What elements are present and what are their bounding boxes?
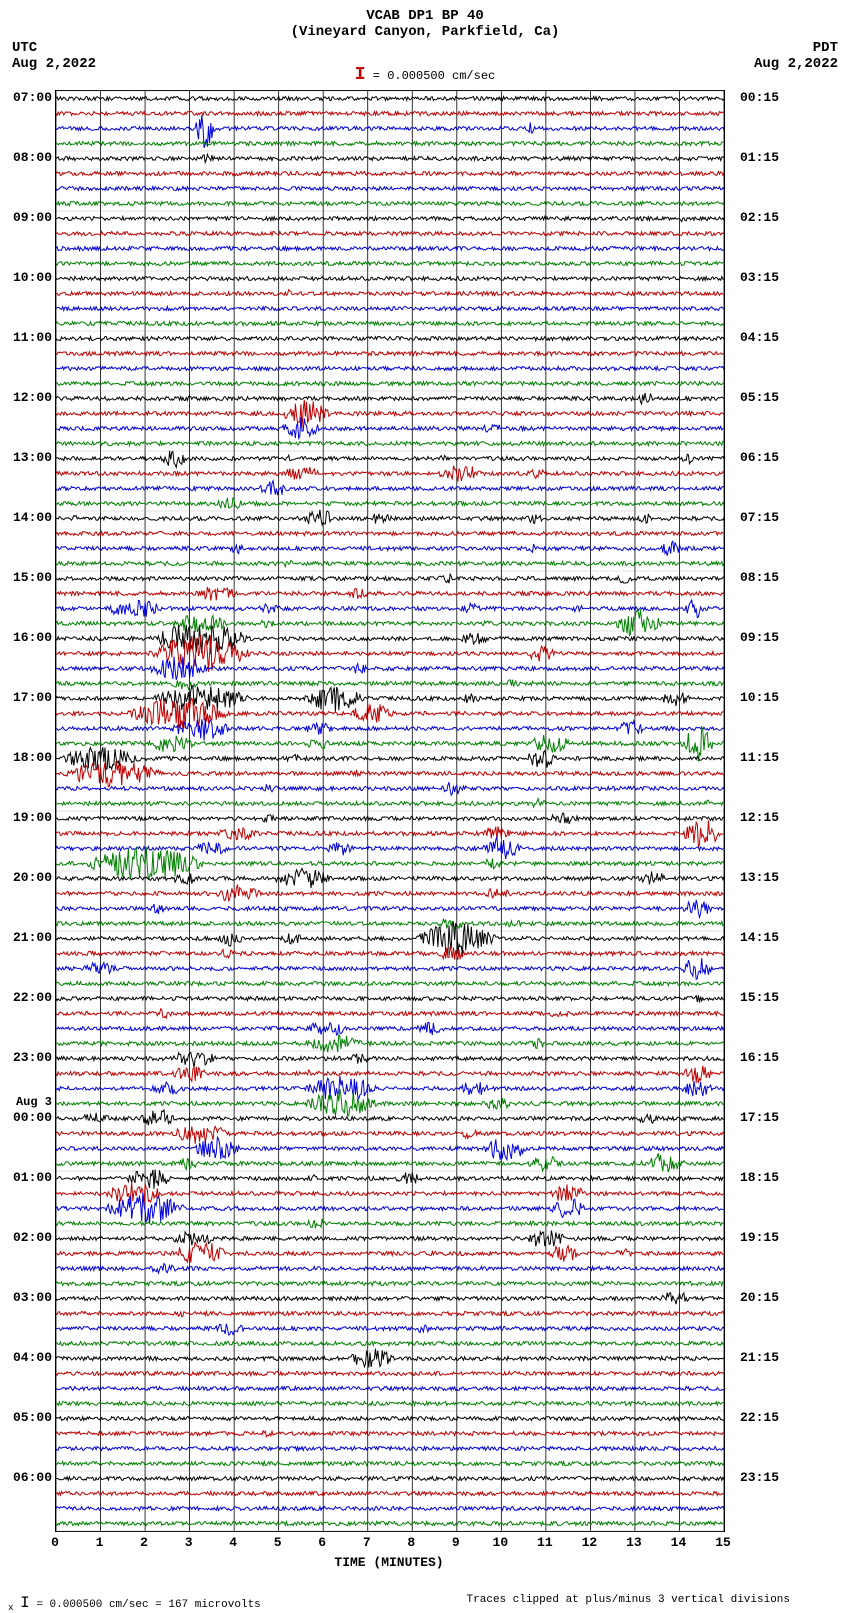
utc-time-label: 17:00 [2, 690, 52, 705]
station-location: (Vineyard Canyon, Parkfield, Ca) [0, 24, 850, 40]
seismogram-plot [55, 90, 725, 1532]
pdt-time-label: 18:15 [740, 1170, 790, 1185]
x-tick: 8 [407, 1535, 415, 1550]
x-tick: 9 [452, 1535, 460, 1550]
pdt-time-label: 03:15 [740, 270, 790, 285]
pdt-time-label: 08:15 [740, 570, 790, 585]
pdt-time-label: 05:15 [740, 390, 790, 405]
utc-time-label: 06:00 [2, 1470, 52, 1485]
utc-time-label: 04:00 [2, 1350, 52, 1365]
utc-time-label: 07:00 [2, 90, 52, 105]
x-tick: 2 [140, 1535, 148, 1550]
scale-indicator: I = 0.000500 cm/sec [355, 65, 495, 85]
pdt-time-label: 02:15 [740, 210, 790, 225]
pdt-time-label: 12:15 [740, 810, 790, 825]
utc-time-label: 02:00 [2, 1230, 52, 1245]
x-tick: 4 [229, 1535, 237, 1550]
pdt-time-label: 04:15 [740, 330, 790, 345]
x-tick: 0 [51, 1535, 59, 1550]
x-tick: 11 [537, 1535, 553, 1550]
footer-clip-note: Traces clipped at plus/minus 3 vertical … [467, 1594, 790, 1606]
utc-time-label: 08:00 [2, 150, 52, 165]
utc-time-label: 14:00 [2, 510, 52, 525]
x-tick: 10 [493, 1535, 509, 1550]
utc-time-label: 13:00 [2, 450, 52, 465]
utc-time-label: 10:00 [2, 270, 52, 285]
x-tick: 6 [318, 1535, 326, 1550]
station-id: VCAB DP1 BP 40 [0, 8, 850, 24]
x-tick: 3 [185, 1535, 193, 1550]
utc-time-label: 16:00 [2, 630, 52, 645]
pdt-time-label: 10:15 [740, 690, 790, 705]
date-right: Aug 2,2022 [754, 56, 838, 72]
utc-time-label: 05:00 [2, 1410, 52, 1425]
x-tick: 13 [626, 1535, 642, 1550]
tz-left: UTC [12, 40, 37, 56]
pdt-time-label: 17:15 [740, 1110, 790, 1125]
pdt-time-label: 11:15 [740, 750, 790, 765]
utc-time-label: 11:00 [2, 330, 52, 345]
pdt-time-label: 01:15 [740, 150, 790, 165]
x-tick: 7 [363, 1535, 371, 1550]
x-tick: 14 [671, 1535, 687, 1550]
utc-time-label: 18:00 [2, 750, 52, 765]
x-tick: 5 [274, 1535, 282, 1550]
day-break-label: Aug 3 [2, 1095, 52, 1109]
date-left: Aug 2,2022 [12, 56, 96, 72]
seismogram-container: VCAB DP1 BP 40 (Vineyard Canyon, Parkfie… [0, 0, 850, 1613]
pdt-time-label: 07:15 [740, 510, 790, 525]
x-tick: 1 [96, 1535, 104, 1550]
pdt-time-label: 21:15 [740, 1350, 790, 1365]
x-axis-title: TIME (MINUTES) [334, 1555, 443, 1570]
pdt-time-label: 06:15 [740, 450, 790, 465]
header: VCAB DP1 BP 40 (Vineyard Canyon, Parkfie… [0, 0, 850, 40]
pdt-time-label: 09:15 [740, 630, 790, 645]
utc-time-label: 21:00 [2, 930, 52, 945]
utc-time-label: 15:00 [2, 570, 52, 585]
footer-scale: x I = 0.000500 cm/sec = 167 microvolts [8, 1594, 261, 1613]
utc-time-label: 19:00 [2, 810, 52, 825]
pdt-time-label: 19:15 [740, 1230, 790, 1245]
x-tick: 15 [715, 1535, 731, 1550]
x-axis: TIME (MINUTES) 0123456789101112131415 [55, 1535, 723, 1575]
x-tick: 12 [582, 1535, 598, 1550]
pdt-time-label: 16:15 [740, 1050, 790, 1065]
utc-time-label: 03:00 [2, 1290, 52, 1305]
utc-time-label: 20:00 [2, 870, 52, 885]
pdt-time-label: 22:15 [740, 1410, 790, 1425]
pdt-time-label: 20:15 [740, 1290, 790, 1305]
utc-time-label: 23:00 [2, 1050, 52, 1065]
pdt-time-label: 00:15 [740, 90, 790, 105]
pdt-time-label: 14:15 [740, 930, 790, 945]
utc-time-label: 00:00 [2, 1110, 52, 1125]
utc-time-label: 22:00 [2, 990, 52, 1005]
utc-time-label: 09:00 [2, 210, 52, 225]
pdt-time-label: 23:15 [740, 1470, 790, 1485]
tz-right: PDT [813, 40, 838, 56]
utc-time-label: 12:00 [2, 390, 52, 405]
utc-time-label: 01:00 [2, 1170, 52, 1185]
pdt-time-label: 13:15 [740, 870, 790, 885]
pdt-time-label: 15:15 [740, 990, 790, 1005]
